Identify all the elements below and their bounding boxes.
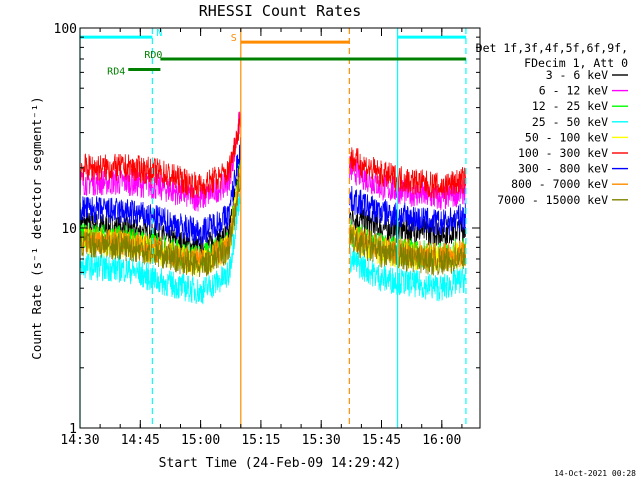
y-tick-label: 10 [61, 222, 77, 237]
x-tick-label: 15:15 [241, 433, 280, 448]
legend-entry-label: 800 - 7000 keV [511, 177, 608, 191]
legend: Det 1f,3f,4f,5f,6f,9f,FDecim 1, Att 03 -… [476, 41, 628, 207]
legend-header-line: FDecim 1, Att 0 [524, 56, 628, 70]
legend-entry-label: 100 - 300 keV [518, 146, 608, 160]
series-layer [79, 111, 466, 305]
interval-label-rd4: RD4 [107, 67, 125, 78]
legend-header-line: Det 1f,3f,4f,5f,6f,9f, [476, 41, 628, 55]
interval-label-s: S [231, 33, 237, 44]
interval-label-rd0: RD0 [144, 50, 162, 61]
x-tick-label: 16:00 [422, 433, 461, 448]
chart-title: RHESSI Count Rates [199, 2, 362, 20]
series-line-6 [79, 137, 466, 245]
legend-entry-label: 12 - 25 keV [532, 99, 608, 113]
x-tick-label: 14:45 [121, 433, 160, 448]
legend-entry-label: 25 - 50 keV [532, 115, 608, 129]
legend-entry-label: 300 - 800 keV [518, 162, 608, 176]
legend-entry-label: 6 - 12 keV [539, 84, 608, 98]
interval-label-n: N [156, 28, 162, 39]
interval-bar-layer: N S RD0 RD4 [80, 28, 466, 78]
legend-entry-label: 50 - 100 keV [525, 130, 608, 144]
marker-layer [79, 28, 467, 428]
series-line-8 [79, 175, 466, 278]
y-tick-label: 100 [54, 22, 77, 37]
legend-entry-label: 3 - 6 keV [546, 68, 608, 82]
series-line-5 [79, 111, 466, 200]
x-tick-label: 14:30 [60, 433, 99, 448]
series-line-3 [79, 190, 466, 305]
y-axis-label: Count Rate (s⁻¹ detector segment⁻¹) [29, 96, 44, 359]
y-tick-label: 1 [69, 422, 77, 437]
x-axis-label: Start Time (24-Feb-09 14:29:42) [159, 456, 402, 471]
x-tick-label: 15:00 [181, 433, 220, 448]
legend-entry-label: 7000 - 15000 keV [497, 193, 608, 207]
axis-layer: 14:30 14:45 15:00 15:15 15:30 15:45 16:00 1 10 10… [54, 22, 480, 448]
generation-timestamp: 14-Oct-2021 00:28 [554, 469, 636, 478]
x-tick-label: 15:45 [362, 433, 401, 448]
x-tick-label: 15:30 [302, 433, 341, 448]
